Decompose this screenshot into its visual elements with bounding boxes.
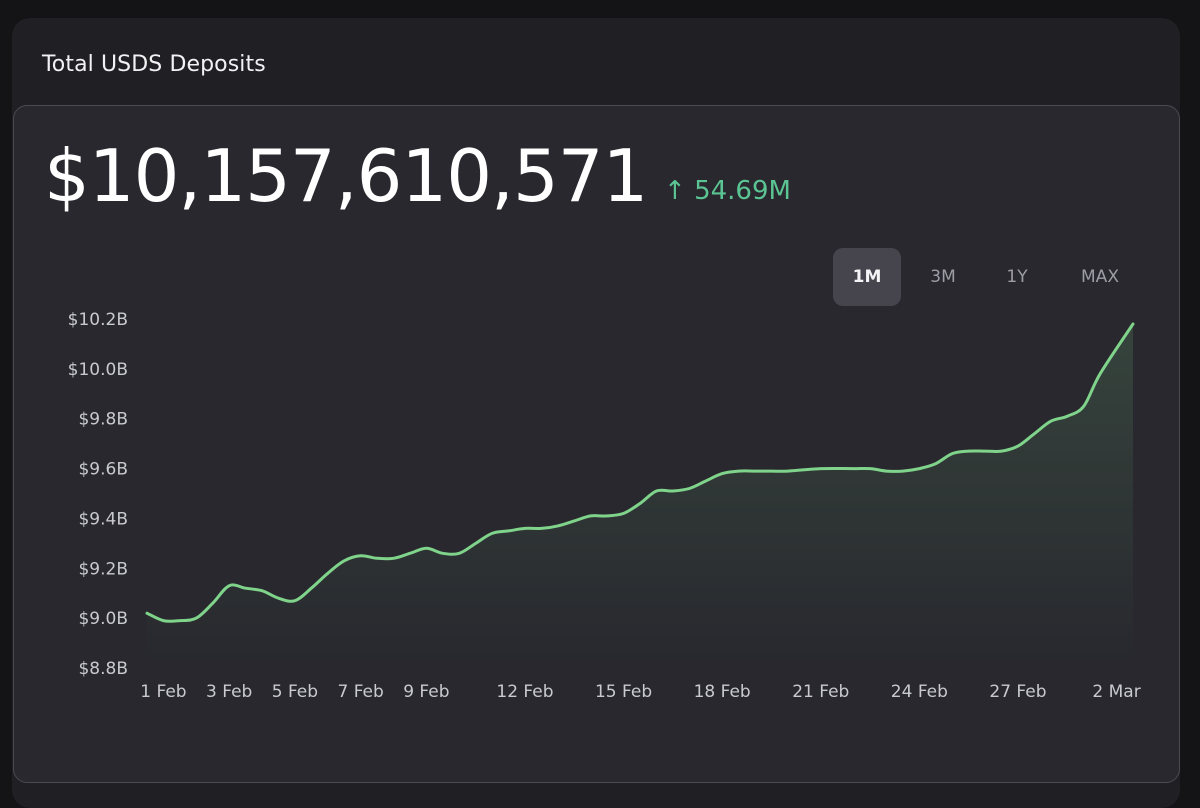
x-axis: 1 Feb 3 Feb 5 Feb 7 Feb 9 Feb 12 Feb 15 Feb 18 … xyxy=(140,682,1140,702)
series-line xyxy=(145,322,1135,623)
card-title: Total USDS Deposits xyxy=(42,52,266,77)
y-tick-label: $9.4B xyxy=(78,509,128,529)
y-tick-label: $10.2B xyxy=(68,310,128,330)
range-tabs: 1M 3M 1Y MAX xyxy=(833,248,1143,306)
x-tick-label: 24 Feb xyxy=(891,682,948,702)
range-tab-1y[interactable]: 1Y xyxy=(1006,267,1028,287)
x-tick-label: 9 Feb xyxy=(403,682,449,702)
range-tab-3m[interactable]: 3M xyxy=(930,267,956,287)
arrow-up-icon: ↑ xyxy=(664,176,686,206)
chart-panel xyxy=(13,105,1180,783)
range-tab-1m[interactable]: 1M xyxy=(833,248,901,306)
x-tick-label: 21 Feb xyxy=(792,682,849,702)
x-tick-label: 18 Feb xyxy=(694,682,751,702)
x-tick-label: 3 Feb xyxy=(206,682,252,702)
y-tick-label: $8.8B xyxy=(78,659,128,679)
y-tick-label: $9.0B xyxy=(78,609,128,629)
y-tick-label: $9.8B xyxy=(78,410,128,430)
x-tick-label: 2 Mar xyxy=(1092,682,1140,702)
x-tick-label: 1 Feb xyxy=(140,682,186,702)
change-indicator: ↑ 54.69M xyxy=(664,174,791,208)
y-tick-label: $9.6B xyxy=(78,460,128,480)
change-value: 54.69M xyxy=(694,176,791,206)
range-tab-max[interactable]: MAX xyxy=(1081,267,1119,287)
x-tick-label: 5 Feb xyxy=(272,682,318,702)
y-tick-label: $10.0B xyxy=(68,360,128,380)
total-deposits-value: $10,157,610,571 xyxy=(44,134,648,218)
x-tick-label: 27 Feb xyxy=(989,682,1046,702)
x-tick-label: 7 Feb xyxy=(337,682,383,702)
series-area xyxy=(147,324,1133,668)
y-axis: $10.2B $10.0B $9.8B $9.6B $9.4B $9.2B $9.0B $8.… xyxy=(68,310,128,679)
x-tick-label: 15 Feb xyxy=(595,682,652,702)
x-tick-label: 12 Feb xyxy=(496,682,553,702)
y-tick-label: $9.2B xyxy=(78,559,128,579)
